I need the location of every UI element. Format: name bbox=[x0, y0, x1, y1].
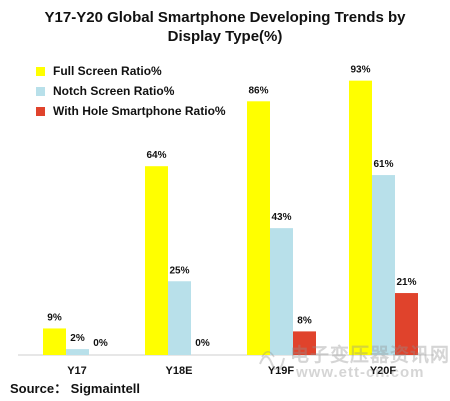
bar-y18e-notch-screen-ratio bbox=[168, 281, 191, 355]
data-label-y17-full-screen-ratio: 9% bbox=[47, 312, 62, 323]
x-tick-label-y20f: Y20F bbox=[370, 365, 397, 377]
x-tick-label-y18e: Y18E bbox=[166, 365, 193, 377]
bar-y20f-with-hole-smartphone-ratio bbox=[395, 293, 418, 355]
data-label-y20f-with-hole-smartphone-ratio: 21% bbox=[396, 277, 416, 288]
legend-label-notch-screen: Notch Screen Ratio% bbox=[53, 84, 175, 98]
legend-swatch-notch-screen bbox=[36, 86, 45, 96]
bar-y19f-notch-screen-ratio bbox=[270, 228, 293, 355]
chart-title: Y17-Y20 Global Smartphone Developing Tre… bbox=[44, 9, 406, 45]
data-label-y19f-notch-screen-ratio: 43% bbox=[271, 212, 291, 223]
x-tick-label-y17: Y17 bbox=[67, 365, 87, 377]
bar-y20f-full-screen-ratio bbox=[349, 80, 372, 356]
legend-label-with-hole: With Hole Smartphone Ratio% bbox=[53, 104, 226, 118]
bar-y20f-notch-screen-ratio bbox=[372, 175, 395, 355]
bar-y19f-with-hole-smartphone-ratio bbox=[293, 331, 316, 355]
bar-y18e-full-screen-ratio bbox=[145, 166, 168, 355]
legend-swatch-full-screen bbox=[36, 66, 45, 76]
data-label-y19f-full-screen-ratio: 86% bbox=[248, 85, 268, 96]
legend-swatch-with-hole bbox=[36, 106, 45, 116]
legend-item-with-hole: With Hole Smartphone Ratio% bbox=[36, 101, 226, 121]
data-label-y20f-full-screen-ratio: 93% bbox=[350, 65, 370, 76]
data-label-y17-notch-screen-ratio: 2% bbox=[70, 333, 85, 344]
bar-y17-notch-screen-ratio bbox=[66, 349, 89, 355]
data-label-y20f-notch-screen-ratio: 61% bbox=[373, 159, 393, 170]
data-label-y18e-full-screen-ratio: 64% bbox=[146, 150, 166, 161]
data-label-y19f-with-hole-smartphone-ratio: 8% bbox=[297, 315, 312, 326]
data-label-y18e-notch-screen-ratio: 25% bbox=[169, 265, 189, 276]
bar-y19f-full-screen-ratio bbox=[247, 101, 270, 355]
data-label-y17-with-hole-smartphone-ratio: 0% bbox=[93, 338, 108, 349]
bar-y17-full-screen-ratio bbox=[43, 328, 66, 355]
legend-item-notch-screen: Notch Screen Ratio% bbox=[36, 81, 226, 101]
chart-legend: Full Screen Ratio% Notch Screen Ratio% W… bbox=[36, 61, 226, 121]
legend-label-full-screen: Full Screen Ratio% bbox=[53, 64, 162, 78]
data-label-y18e-with-hole-smartphone-ratio: 0% bbox=[195, 338, 210, 349]
legend-item-full-screen: Full Screen Ratio% bbox=[36, 61, 226, 81]
x-tick-label-y19f: Y19F bbox=[268, 365, 295, 377]
source-note: Source： Sigmaintell bbox=[10, 381, 141, 396]
